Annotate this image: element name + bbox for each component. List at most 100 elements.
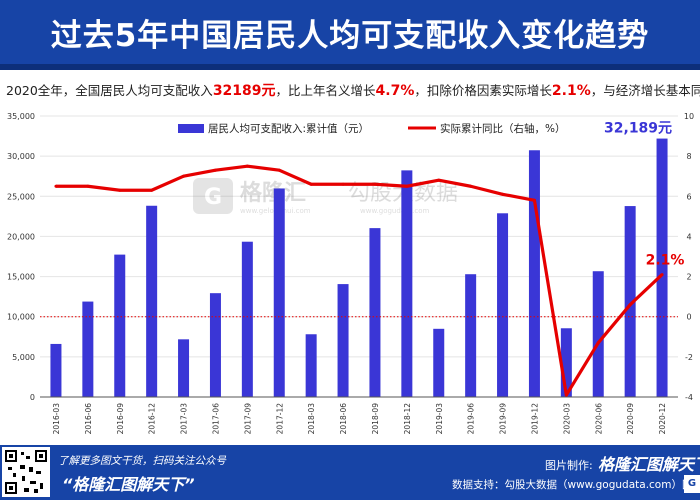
watermark-logo-icon [193, 178, 233, 214]
y-left-tick-label: 35,000 [7, 112, 35, 121]
income-chart: G 格隆汇 www.gelonghui.com 勾股大数据 www.goguda… [7, 112, 694, 434]
bar [114, 254, 126, 397]
chart-legend: 居民人均可支配收入:累计值（元） 实际累计同比（右轴，%） [178, 122, 565, 135]
grid-lines [40, 115, 678, 398]
x-tick-label: 2017-03 [180, 403, 189, 435]
header-bar: 过去5年中国居民人均可支配收入变化趋势 [0, 0, 700, 70]
bar [497, 213, 509, 397]
line-point [245, 164, 249, 168]
footer-brand-badge: G [684, 475, 700, 493]
x-tick-label: 2016-09 [116, 403, 125, 435]
x-tick-label: 2019-12 [530, 403, 539, 435]
last-line-value-label: 2.1% [646, 253, 685, 269]
subtitle-text-2: ，比上年名义增长 [275, 83, 376, 98]
legend-line-label: 实际累计同比（右轴，%） [440, 122, 565, 135]
last-bar-value-label: 32,189元 [604, 121, 672, 137]
x-tick-label: 2020-03 [562, 403, 571, 435]
bar [146, 205, 158, 397]
line-point [437, 178, 441, 182]
y-left-tick-label: 0 [30, 393, 35, 402]
footer-maker-brand: 格隆汇图解天下 [598, 455, 700, 474]
watermark-brand: 格隆汇 [240, 180, 306, 206]
line-point [469, 184, 473, 188]
x-tick-label: 2020-09 [626, 403, 635, 435]
line-point [596, 341, 600, 345]
y-right-tick-label: 6 [686, 192, 691, 201]
line-point [213, 168, 217, 172]
bar [528, 150, 540, 397]
subtitle-text-1: 2020全年，全国居民人均可支配收入 [6, 83, 213, 98]
subtitle-text-3: ，扣除价格因素实际增长 [414, 83, 552, 98]
y-left-tick-label: 25,000 [7, 192, 35, 201]
y-left-tick-label: 20,000 [7, 232, 35, 241]
subtitle-text-4: ，与经济增长基本同步。 [590, 83, 700, 98]
growth-line [55, 164, 664, 397]
bar [305, 334, 317, 397]
x-tick-label: 2017-06 [211, 403, 220, 435]
line-point [309, 182, 313, 186]
bar [178, 339, 190, 397]
x-tick-label: 2020-12 [658, 403, 667, 435]
x-tick-label: 2019-03 [435, 403, 444, 435]
bar [369, 228, 381, 397]
footer-data-source: 数据支持：勾股大数据（www.gogudata.com）国家统计局 [452, 479, 700, 491]
bar [592, 271, 604, 397]
bar [241, 241, 253, 397]
axes: 0 5,000 10,000 15,000 20,000 25,000 30,000 35,0… [7, 112, 694, 434]
bar [656, 138, 668, 398]
footer-maker-label: 图片制作: [545, 459, 593, 472]
x-tick-label: 2019-06 [467, 403, 476, 435]
line-point [54, 184, 58, 188]
x-tick-label: 2020-06 [594, 403, 603, 435]
footer-bar: 了解更多图文干货，扫码关注公众号 “格隆汇图解天下” 图片制作: 格隆汇图解天下… [0, 445, 700, 500]
y-left-tick-label: 15,000 [7, 273, 35, 282]
bar [209, 293, 221, 397]
x-tick-label: 2016-12 [148, 403, 157, 435]
y-right-tick-label: 4 [686, 232, 691, 241]
bar [465, 274, 477, 397]
line-point [341, 182, 345, 186]
x-tick-label: 2016-03 [52, 403, 61, 435]
line-series [54, 164, 664, 397]
line-point [564, 393, 568, 397]
y-right-tick-label: 10 [684, 112, 694, 121]
subtitle-income-value: 32189元 [212, 83, 276, 99]
line-point [277, 168, 281, 172]
bar [273, 188, 285, 397]
x-tick-label: 2018-12 [403, 403, 412, 435]
line-point [182, 174, 186, 178]
x-tick-label: 2018-06 [339, 403, 348, 435]
bar [433, 328, 445, 397]
watermark-logo-glyph: G [204, 185, 222, 210]
qr-code [2, 447, 50, 497]
y-left-tick-label: 5,000 [12, 353, 35, 362]
y-right-tick-label: 0 [686, 313, 691, 322]
y-left-tick-label: 10,000 [7, 313, 35, 322]
bar [560, 328, 572, 397]
line-point [501, 192, 505, 196]
subtitle-real-growth: 2.1% [551, 83, 591, 99]
bar [337, 284, 349, 397]
line-point [660, 273, 664, 277]
line-point [628, 303, 632, 307]
bar [401, 170, 413, 397]
bar-series [50, 138, 668, 398]
x-tick-label: 2017-12 [275, 403, 284, 435]
line-point [86, 184, 90, 188]
x-tick-label: 2017-09 [243, 403, 252, 435]
page-title: 过去5年中国居民人均可支配收入变化趋势 [50, 18, 650, 54]
footer-follow-text: 了解更多图文干货，扫码关注公众号 [58, 455, 226, 467]
y-right-tick-label: -2 [685, 353, 693, 362]
y-right-tick-label: -4 [685, 393, 693, 402]
subtitle-nominal-growth: 4.7% [375, 83, 415, 99]
y-right-tick-label: 8 [686, 152, 691, 161]
legend-bar-label: 居民人均可支配收入:累计值（元） [208, 122, 369, 135]
watermark-partner-url: www.gogudata.com [360, 207, 429, 215]
line-point [373, 182, 377, 186]
y-right-tick-label: 2 [686, 273, 691, 282]
x-tick-label: 2018-09 [371, 403, 380, 435]
footer-account-name: “格隆汇图解天下” [62, 475, 195, 494]
bar [82, 301, 94, 397]
line-point [532, 198, 536, 202]
legend-bar-swatch [178, 124, 204, 133]
